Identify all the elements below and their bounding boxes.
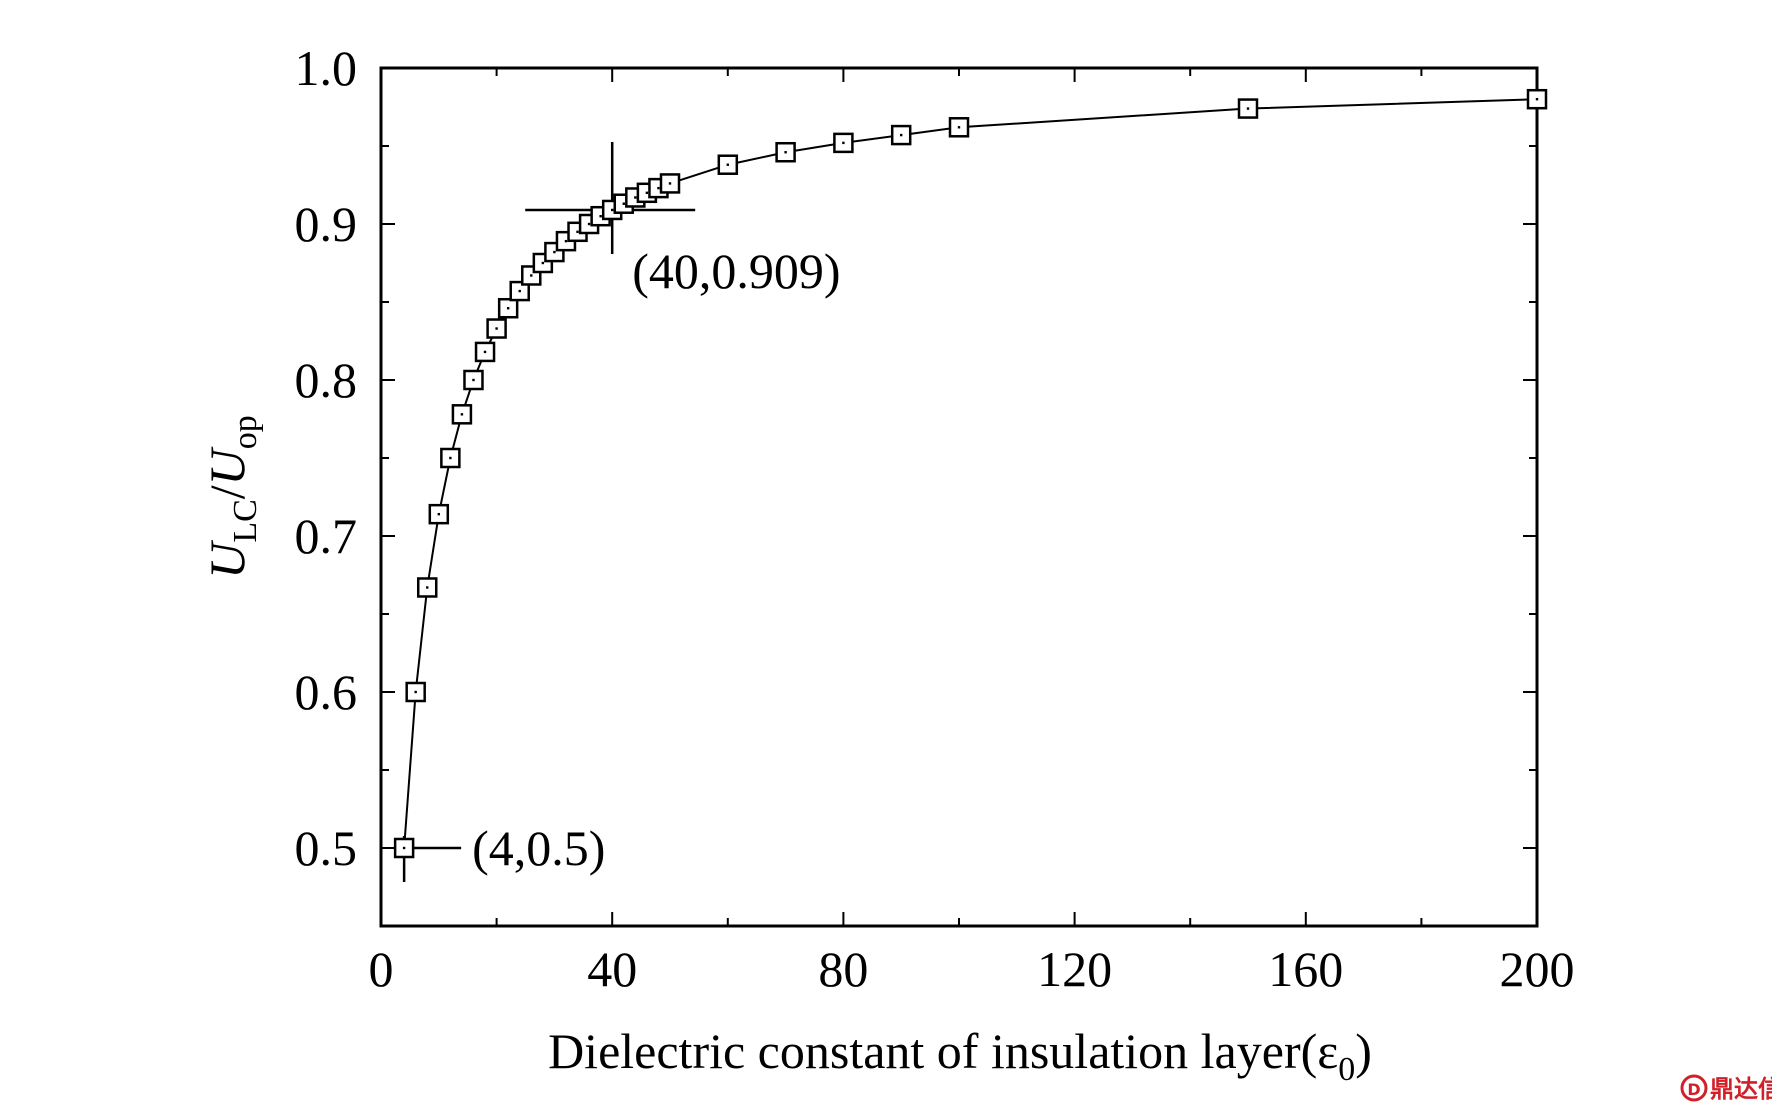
plot-frame (379, 66, 1539, 928)
y-tick-label: 0.5 (295, 820, 358, 876)
data-point-center (402, 846, 406, 850)
data-point-center (460, 413, 464, 416)
y-tick-label: 0.6 (295, 664, 358, 720)
x-tick-label: 160 (1268, 941, 1343, 997)
y-axis-label-sub1: LC (227, 499, 264, 542)
series-line (403, 98, 1538, 849)
annotation-label: (40,0.909) (632, 243, 840, 299)
y-axis-label-sub2: op (227, 415, 264, 449)
data-point-center (634, 196, 637, 199)
data-point-center (437, 512, 440, 516)
x-axis-label-subscript: 0 (1338, 1051, 1355, 1088)
data-point-center (957, 126, 961, 129)
data-point-center (726, 163, 729, 166)
markers (393, 88, 1548, 859)
watermark-logo-icon (1680, 1074, 1708, 1102)
data-point-center (483, 350, 487, 354)
x-tick-label: 120 (1037, 941, 1112, 997)
data-point-center (449, 456, 452, 460)
annotation-label: (4,0.5) (472, 820, 605, 876)
x-axis-label-main: Dielectric constant of insulation layer(… (548, 1023, 1338, 1079)
x-axis-label-suffix: ) (1355, 1023, 1372, 1079)
data-point-center (414, 690, 417, 694)
data-point-center (657, 186, 660, 190)
y-axis-label-u2: U (199, 446, 255, 485)
data-point-center (587, 222, 591, 226)
data-point-center (518, 289, 521, 293)
data-point-center (530, 274, 533, 277)
data-point-center (541, 261, 545, 265)
annotations: (40,0.909) (4,0.5) (472, 243, 840, 876)
y-tick-label: 0.9 (295, 196, 358, 252)
data-point-center (668, 182, 672, 185)
y-axis-label: ULC/Uop (199, 415, 264, 579)
data-point-center (784, 151, 787, 154)
data-point-center (1535, 98, 1539, 101)
tick-labels: 0 40 80 120 160 200 0.5 0.6 0.7 0.8 0.9 1.0 (295, 40, 1575, 997)
y-axis-label-u1: U (199, 540, 255, 579)
ticks (380, 67, 1538, 927)
data-point-center (1246, 107, 1250, 110)
x-tick-label: 0 (369, 941, 394, 997)
watermark-text: 鼎达信 (1710, 1075, 1772, 1103)
y-tick-label: 0.7 (295, 508, 358, 564)
data-point-center (622, 202, 625, 205)
y-tick-label: 0.8 (295, 352, 358, 408)
watermark-logo-glyph: D (1687, 1080, 1700, 1099)
data-point-center (645, 191, 649, 194)
x-axis-label: Dielectric constant of insulation layer(… (548, 1023, 1372, 1088)
data-point-center (611, 208, 614, 212)
data-point-center (495, 327, 498, 330)
data-point-center (576, 230, 579, 233)
x-tick-label: 40 (587, 941, 637, 997)
watermark: D 鼎达信 (1680, 1074, 1772, 1103)
data-point-center (564, 239, 568, 243)
y-tick-label: 1.0 (295, 40, 358, 96)
data-point-center (472, 378, 475, 382)
data-point-center (599, 215, 602, 218)
data-point-center (553, 250, 556, 254)
data-point-center (842, 141, 845, 145)
x-tick-label: 80 (818, 941, 868, 997)
data-point-center (426, 586, 429, 589)
data-point-center (900, 133, 903, 137)
x-tick-label: 200 (1500, 941, 1575, 997)
data-point-center (506, 307, 510, 310)
y-axis-label-sep: / (199, 485, 255, 499)
